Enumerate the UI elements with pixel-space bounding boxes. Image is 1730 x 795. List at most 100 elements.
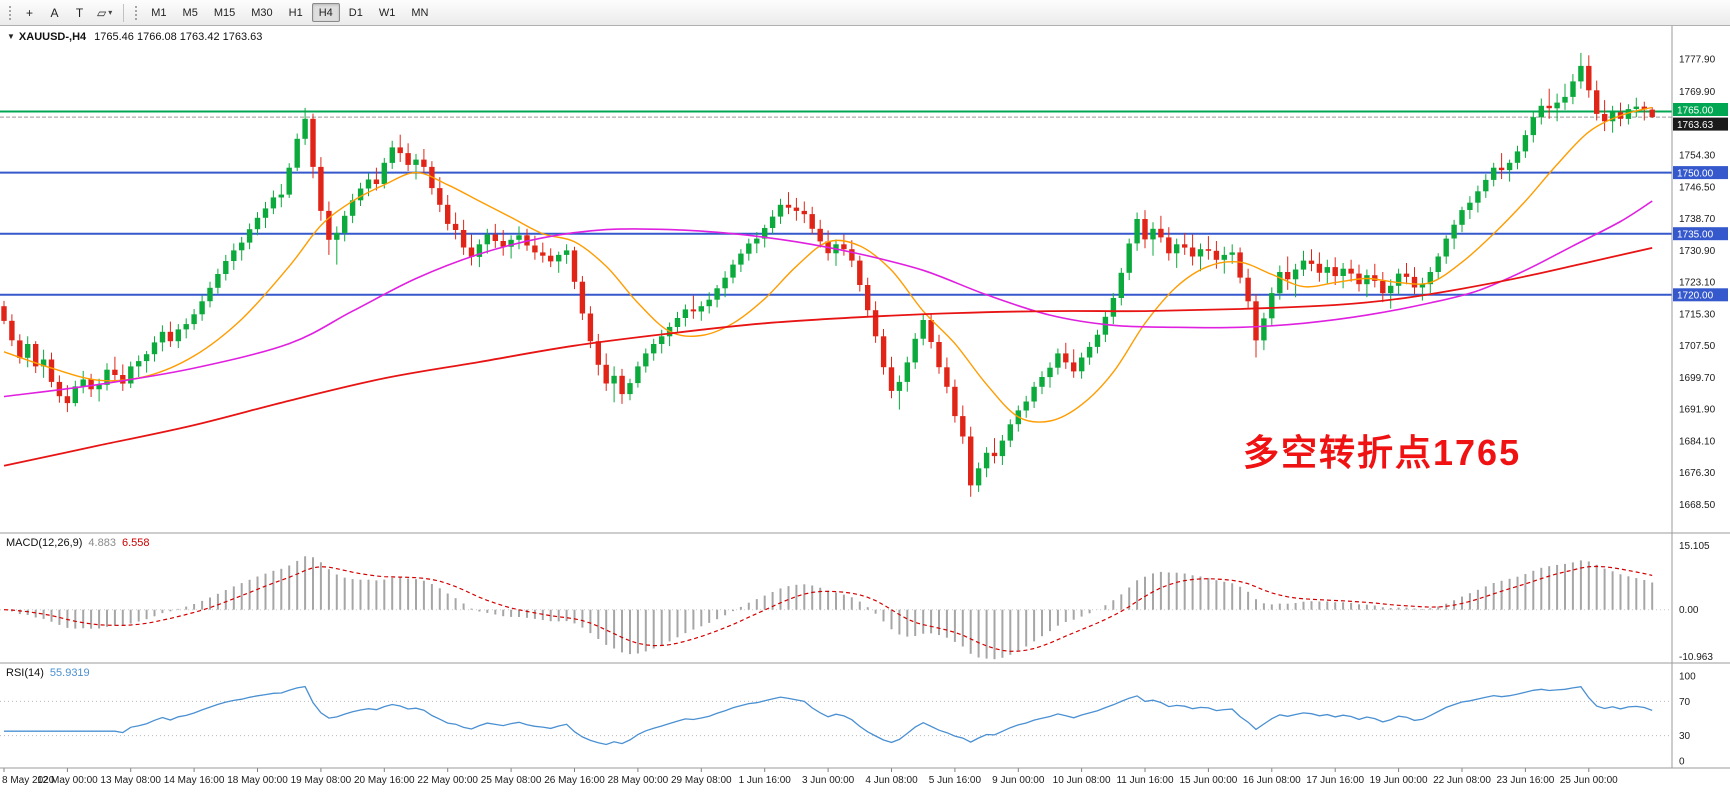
svg-text:13 May 08:00: 13 May 08:00 [100, 775, 161, 786]
crosshair-icon: + [25, 5, 33, 20]
ma-line-fast [3, 106, 1653, 423]
svg-text:10 Jun 08:00: 10 Jun 08:00 [1053, 775, 1111, 786]
timeframe-button-w1[interactable]: W1 [372, 3, 403, 22]
rsi-line [4, 685, 1653, 746]
price-tag-1735.00: 1735.00 [1673, 227, 1728, 241]
svg-text:11 Jun 16:00: 11 Jun 16:00 [1116, 775, 1174, 786]
toolbar-grip[interactable] [8, 4, 13, 21]
svg-text:12 May 00:00: 12 May 00:00 [37, 775, 98, 786]
svg-text:0: 0 [1679, 757, 1685, 768]
rsi-value: 55.9319 [49, 667, 90, 679]
svg-text:23 Jun 16:00: 23 Jun 16:00 [1496, 775, 1554, 786]
svg-text:17 Jun 16:00: 17 Jun 16:00 [1306, 775, 1364, 786]
svg-text:20 May 16:00: 20 May 16:00 [354, 775, 415, 786]
svg-text:8 May 2020: 8 May 2020 [2, 775, 55, 786]
price-axis[interactable]: 1777.90 1769.90 1754.30 1746.50 1738.70 1730.… [1679, 55, 1716, 512]
text-box-icon: T [75, 5, 84, 20]
svg-text:9 Jun 00:00: 9 Jun 00:00 [992, 775, 1045, 786]
svg-text:25 Jun 00:00: 25 Jun 00:00 [1560, 775, 1618, 786]
rsi-name: RSI(14) [6, 667, 44, 679]
drawing-tools-group: + A T ▱ ▾ [17, 2, 117, 23]
rsi-indicator-label: RSI(14) 55.9319 [6, 667, 96, 679]
crosshair-tool-button[interactable]: + [18, 2, 41, 23]
svg-text:1750.00: 1750.00 [1677, 168, 1714, 179]
price-tag-1765.00: 1765.00 [1673, 103, 1728, 116]
toolbar-grip-2[interactable] [134, 4, 140, 21]
svg-text:3 Jun 00:00: 3 Jun 00:00 [802, 775, 855, 786]
svg-text:1691.90: 1691.90 [1679, 405, 1716, 416]
current-price-tag: 1763.63 [1673, 117, 1728, 131]
macd-name: MACD(12,26,9) [6, 537, 83, 549]
svg-text:1730.90: 1730.90 [1679, 246, 1716, 257]
shapes-icon: ▱ [97, 5, 107, 20]
timeframe-button-d1[interactable]: D1 [342, 3, 370, 22]
chart-title: ▼ XAUUSD-,H4 1765.46 1766.08 1763.42 1763.… [7, 31, 262, 43]
svg-text:5 Jun 16:00: 5 Jun 16:00 [929, 775, 982, 786]
svg-text:15 Jun 00:00: 15 Jun 00:00 [1179, 775, 1237, 786]
macd-signal-line [3, 565, 1653, 652]
svg-text:19 Jun 00:00: 19 Jun 00:00 [1370, 775, 1428, 786]
svg-text:25 May 08:00: 25 May 08:00 [481, 775, 542, 786]
text-label-icon: A [50, 5, 59, 20]
price-tag-1720.00: 1720.00 [1673, 288, 1728, 302]
timeframe-button-mn[interactable]: MN [404, 3, 435, 22]
text-label-tool-button[interactable]: A [43, 2, 66, 23]
svg-text:4 Jun 08:00: 4 Jun 08:00 [865, 775, 918, 786]
svg-text:1777.90: 1777.90 [1679, 55, 1716, 66]
svg-text:1723.10: 1723.10 [1679, 278, 1716, 289]
candles-layer [1, 52, 1655, 497]
svg-text:26 May 16:00: 26 May 16:00 [544, 775, 605, 786]
price-tag-1750.00: 1750.00 [1673, 166, 1728, 179]
svg-text:1707.50: 1707.50 [1679, 341, 1716, 352]
timeframe-button-h4[interactable]: H4 [311, 3, 340, 22]
svg-text:1684.10: 1684.10 [1679, 437, 1716, 448]
svg-text:1765.00: 1765.00 [1677, 105, 1714, 116]
svg-text:-10.963: -10.963 [1679, 652, 1713, 663]
macd-histogram [10, 556, 1654, 660]
svg-text:1746.50: 1746.50 [1679, 182, 1716, 193]
svg-text:1720.00: 1720.00 [1677, 291, 1714, 302]
svg-text:30: 30 [1679, 731, 1691, 742]
timeframe-button-m1[interactable]: M1 [144, 3, 173, 22]
annotation-text: 多空转折点1765 [1243, 432, 1522, 473]
svg-text:22 May 00:00: 22 May 00:00 [417, 775, 478, 786]
svg-text:1668.50: 1668.50 [1679, 500, 1716, 511]
timeframe-button-m5[interactable]: M5 [176, 3, 205, 22]
macd-value-main: 4.883 [88, 537, 116, 549]
svg-text:1735.00: 1735.00 [1677, 230, 1714, 241]
ohlc-readout: 1765.46 1766.08 1763.42 1763.63 [94, 31, 263, 43]
symbol-collapse-icon[interactable]: ▼ [7, 32, 15, 41]
svg-text:14 May 16:00: 14 May 16:00 [164, 775, 225, 786]
toolbar: + A T ▱ ▾ M1 M5 M15 M30 H1 H4 D1 W1 MN [0, 0, 1730, 26]
svg-text:22 Jun 08:00: 22 Jun 08:00 [1433, 775, 1491, 786]
timeframe-button-m15[interactable]: M15 [207, 3, 242, 22]
shapes-tool-button[interactable]: ▱ ▾ [93, 2, 116, 23]
ma-line-slow [3, 247, 1653, 467]
toolbar-separator [123, 3, 125, 22]
text-box-tool-button[interactable]: T [68, 2, 91, 23]
svg-text:0.00: 0.00 [1679, 605, 1699, 616]
dropdown-caret-icon: ▾ [108, 8, 113, 17]
macd-value-signal: 6.558 [121, 537, 150, 549]
svg-text:16 Jun 08:00: 16 Jun 08:00 [1243, 775, 1301, 786]
svg-text:100: 100 [1679, 671, 1696, 682]
ma-line-medium [3, 200, 1653, 398]
svg-text:1 Jun 16:00: 1 Jun 16:00 [739, 775, 792, 786]
svg-text:1699.70: 1699.70 [1679, 373, 1716, 384]
chart-symbol-label: XAUUSD-,H4 [18, 31, 87, 43]
timeframe-button-h1[interactable]: H1 [282, 3, 310, 22]
macd-indicator-label: MACD(12,26,9) 4.883 6.558 [6, 537, 155, 549]
svg-text:1715.30: 1715.30 [1679, 309, 1716, 320]
svg-text:1676.30: 1676.30 [1679, 468, 1716, 479]
svg-text:18 May 00:00: 18 May 00:00 [227, 775, 288, 786]
svg-text:70: 70 [1679, 697, 1691, 708]
svg-text:1738.70: 1738.70 [1679, 214, 1716, 225]
timeframe-button-m30[interactable]: M30 [244, 3, 279, 22]
svg-text:29 May 08:00: 29 May 08:00 [671, 775, 732, 786]
svg-text:19 May 08:00: 19 May 08:00 [291, 775, 352, 786]
svg-text:1754.30: 1754.30 [1679, 151, 1716, 162]
